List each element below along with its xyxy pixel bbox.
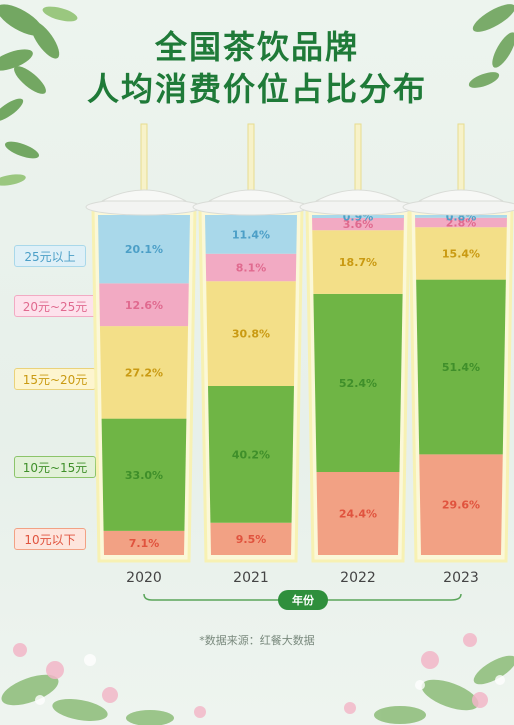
x-tick-label: 2020 [126,570,162,586]
bar-segment [101,418,187,531]
cup-lid-dome [208,189,294,202]
data-label: 30.8% [232,328,270,341]
bar-segment [210,522,292,555]
bar-segment [208,386,294,523]
bar-segment [205,215,297,254]
page-subtitle: 人均消费价位占比分布 [86,70,427,108]
data-label: 9.5% [236,533,267,546]
footnote: *数据来源：红餐大数据 [199,634,315,647]
data-label: 40.2% [232,448,270,461]
cup-lid-dome [315,189,401,202]
data-label: 2.8% [446,216,477,229]
data-label: 8.1% [236,262,267,275]
bar-segment [419,454,503,555]
bar-segment [103,530,185,555]
legend-entry: 10元~15元 [14,456,96,478]
bar-segment [313,293,403,473]
straw-icon [354,123,362,195]
data-label: 52.4% [339,377,377,390]
data-label: 12.6% [125,299,163,312]
legend-entry: 15元~20元 [14,368,96,390]
data-label: 18.7% [339,256,377,269]
data-label: 51.4% [442,361,480,374]
legend-entry: 25元以上 [14,245,86,267]
legend-entry: 10元以下 [14,528,86,550]
x-tick-label: 2021 [233,570,269,586]
data-label: 33.0% [125,469,163,482]
straw-icon [140,123,148,195]
bar-segment [205,253,297,282]
data-label: 29.6% [442,499,480,512]
bar-segment [312,230,404,294]
data-label: 7.1% [129,537,160,550]
bar-segment [415,217,507,228]
data-label: 27.2% [125,366,163,379]
data-label: 24.4% [339,508,377,521]
data-label: 3.6% [343,218,374,231]
straw-icon [247,123,255,195]
legend-entry: 20元~25元 [14,295,96,317]
bar-segment [312,215,404,219]
data-label: 15.4% [442,247,480,260]
bar-segment [416,279,506,455]
cup-lid-dome [418,189,504,202]
cup-lid-dome [101,189,187,202]
bar-segment [206,281,296,387]
bar-segment [99,326,189,419]
x-tick-label: 2023 [443,570,479,586]
bar-segment [316,472,400,555]
x-axis-badge [278,590,328,610]
bar-segment [415,215,507,218]
stacked-cup-chart: 7.1% 33.0% 27.2% 12.6% 20.1% 2020 9.5% 40.2% 30.… [85,123,514,610]
bar-segment [312,218,404,231]
data-label: 20.1% [125,243,163,256]
x-axis-label: 年份 [292,593,315,607]
bar-segment [415,227,507,280]
bar-segment [99,283,189,327]
x-tick-label: 2022 [340,570,376,586]
page-title: 全国茶饮品牌 [154,28,359,66]
bar-segment [98,215,190,284]
data-label: 11.4% [232,228,270,241]
straw-icon [457,123,465,195]
